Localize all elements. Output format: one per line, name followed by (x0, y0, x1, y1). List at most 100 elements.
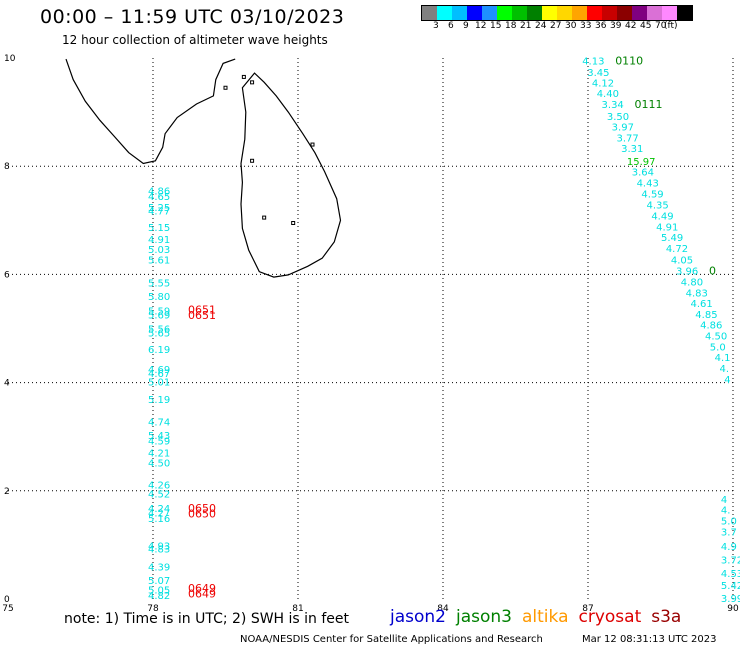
island (262, 215, 267, 220)
colorbar-swatch (422, 6, 437, 20)
colorbar-swatch (662, 6, 677, 20)
satellite-legend-s3a: s3a (651, 607, 682, 627)
wave-height-value: 4.24 (148, 504, 170, 515)
wave-height-value: 4.39 (148, 563, 170, 574)
wave-height-value: 4.59 (641, 189, 663, 200)
wave-height-value: 4.77 (148, 207, 170, 218)
satellite-legend-cryosat: cryosat (578, 607, 642, 627)
wave-height-value: 15.97 (627, 157, 656, 168)
satellite-legend: jason2 jason3 altika cryosat s3a (390, 607, 691, 627)
wave-height-value: 4 (721, 495, 727, 506)
wave-height-value: 5.25 (148, 203, 170, 214)
coastline (65, 58, 342, 278)
wave-height-value: 5.07 (148, 576, 170, 587)
wave-height-observations: 4.864.655.254.775.154.915.035.615.555.80… (148, 55, 740, 605)
axis-ticks: 75 78 81 84 87 90 0 2 4 6 8 10 (2, 54, 739, 614)
colorbar-swatch (557, 6, 572, 20)
island (223, 85, 228, 90)
wave-height-value: 4.9 (721, 542, 737, 553)
lon-tick-label: 87 (582, 604, 593, 614)
wave-height-value: 3.31 (621, 144, 643, 155)
colorbar-label: 12 (475, 21, 487, 31)
lon-tick-label: 78 (147, 604, 159, 614)
wave-height-value: 4.1 (715, 353, 731, 364)
island (241, 74, 246, 79)
wave-height-value: 4.50 (705, 332, 727, 343)
india-coastline (65, 58, 236, 165)
wave-height-value: 3.77 (617, 134, 639, 145)
pass-time-label: 0650 (188, 502, 216, 515)
wave-height-value: 4.65 (148, 192, 170, 203)
colorbar-label: 36 (595, 21, 607, 31)
lat-tick-label: 2 (4, 487, 10, 497)
pass-time-label: 0649 (188, 582, 216, 595)
lon-tick-label: 75 (2, 604, 13, 614)
pass-time-label: 0 (709, 265, 716, 278)
colorbar-label: (ft) (664, 21, 678, 31)
sri-lanka-coastline (240, 72, 342, 278)
wave-height-value: 4.83 (148, 545, 170, 556)
wave-height-value: 5.55 (148, 279, 170, 290)
wave-height-value: 4.59 (148, 436, 170, 447)
colorbar-swatch (617, 6, 632, 20)
lat-tick-label: 0 (4, 595, 10, 605)
lat-lon-grid (8, 58, 734, 599)
wave-height-value: 4. (721, 506, 731, 517)
wave-height-value: 3.64 (632, 168, 654, 179)
wave-height-value: 3.7 (721, 527, 737, 538)
wave-height-value: 4.69 (148, 365, 170, 376)
pass-time-label: 0650 (188, 508, 216, 521)
wave-height-value: 4. (719, 364, 729, 375)
wave-height-value: 4.27 (148, 508, 170, 519)
wave-height-value: 4.53 (721, 569, 740, 580)
colorbar-label: 70 (655, 21, 667, 31)
wave-height-value: 4.91 (656, 222, 678, 233)
credit-text: NOAA/NESDIS Center for Satellite Applica… (240, 634, 543, 645)
colorbar-swatch (587, 6, 602, 20)
wave-height-value: 5.42 (721, 581, 740, 592)
colorbar-swatch (482, 6, 497, 20)
wave-height-value: 4.61 (690, 299, 712, 310)
colorbar-swatch (527, 6, 542, 20)
wave-height-value: 4.50 (148, 459, 170, 470)
island (310, 142, 315, 147)
wave-height-value: 3.97 (612, 123, 634, 134)
lon-tick-label: 84 (437, 604, 449, 614)
colorbar-label: 6 (448, 21, 454, 31)
wave-height-value: 4.40 (597, 89, 619, 100)
wave-height-value: 4.21 (148, 448, 170, 459)
wave-height-value: 4.26 (148, 480, 170, 491)
colorbar-swatch (467, 6, 482, 20)
colorbar-label: 33 (580, 21, 592, 31)
wave-height-value: 4.93 (148, 541, 170, 552)
colorbar-swatch (647, 6, 662, 20)
colorbar-swatch (542, 6, 557, 20)
lon-tick-label: 90 (727, 604, 739, 614)
colorbar-label: 9 (463, 21, 469, 31)
wave-height-value: 5.15 (148, 223, 170, 234)
wave-height-value: 4.52 (148, 490, 170, 501)
wave-height-value: 5.59 (148, 307, 170, 318)
colorbar-label: 18 (505, 21, 517, 31)
wave-height-value: 3.34 (602, 100, 624, 111)
wave-height-value: 4.91 (148, 235, 170, 246)
wave-height-value: 5.0 (710, 342, 726, 353)
island (291, 221, 296, 226)
wave-height-value: 4.05 (671, 255, 693, 266)
map-title: 00:00 – 11:59 UTC 03/10/2023 (40, 6, 345, 28)
colorbar-swatch (512, 6, 527, 20)
map-subtitle: 12 hour collection of altimeter wave hei… (62, 33, 328, 47)
wave-height-value: 5.19 (148, 395, 170, 406)
wave-height-value: 4.12 (592, 78, 614, 89)
wave-height-value: 4.49 (651, 211, 673, 222)
colorbar-label: 21 (520, 21, 532, 31)
wave-height-value: 4 (724, 375, 730, 386)
wave-height-value: 5.65 (148, 328, 170, 339)
colorbar-swatch (632, 6, 647, 20)
wave-height-value: 4.72 (666, 244, 688, 255)
wave-height-value: 5.56 (148, 325, 170, 336)
wave-height-value: 5.80 (148, 292, 170, 303)
wave-height-value: 3.99 (721, 594, 740, 605)
wave-height-value: 3.50 (607, 112, 629, 123)
